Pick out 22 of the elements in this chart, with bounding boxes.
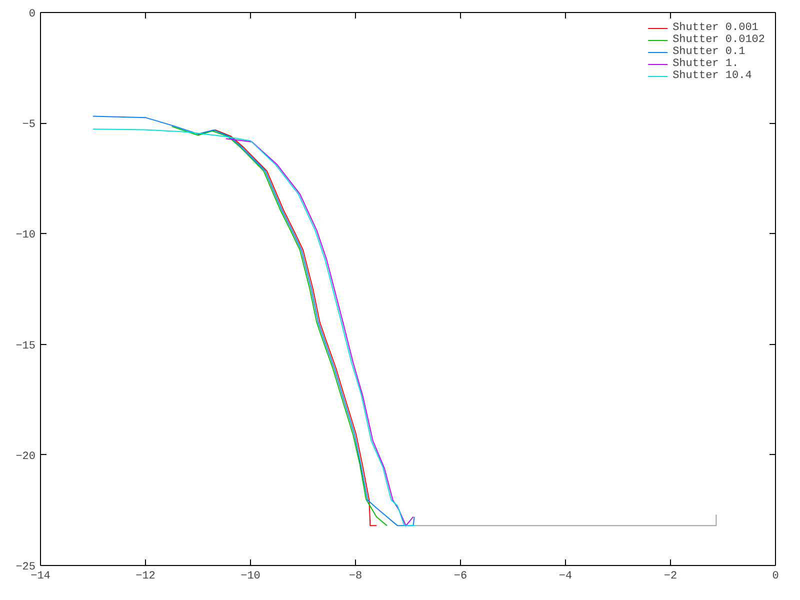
y-tick-label: −15 xyxy=(16,340,36,352)
y-tick-label: −25 xyxy=(16,562,36,574)
x-tick-label: −8 xyxy=(348,570,362,582)
line-series xyxy=(225,138,414,526)
legend-label: Shutter 0.1 xyxy=(672,46,746,58)
legend-label: Shutter 0.001 xyxy=(672,22,758,34)
legend-label: Shutter 0.0102 xyxy=(672,34,765,46)
line-series xyxy=(198,129,377,526)
x-tick-label: −12 xyxy=(136,570,156,582)
y-tick-label: 0 xyxy=(28,8,36,20)
x-tick-label: −2 xyxy=(664,570,678,582)
x-tick-label: 0 xyxy=(772,570,779,582)
y-tick-label: −20 xyxy=(16,450,36,463)
x-tick-label: −6 xyxy=(454,570,468,582)
x-tick-label: −14 xyxy=(30,570,51,582)
legend-label: Shutter 1. xyxy=(672,58,739,70)
line-series xyxy=(171,126,388,526)
y-tick-label: −10 xyxy=(16,230,36,242)
x-tick-label: −10 xyxy=(240,570,260,582)
legend-label: Shutter 10.4 xyxy=(672,70,752,82)
x-tick-label: −4 xyxy=(558,570,572,582)
y-tick-label: −5 xyxy=(22,119,36,132)
